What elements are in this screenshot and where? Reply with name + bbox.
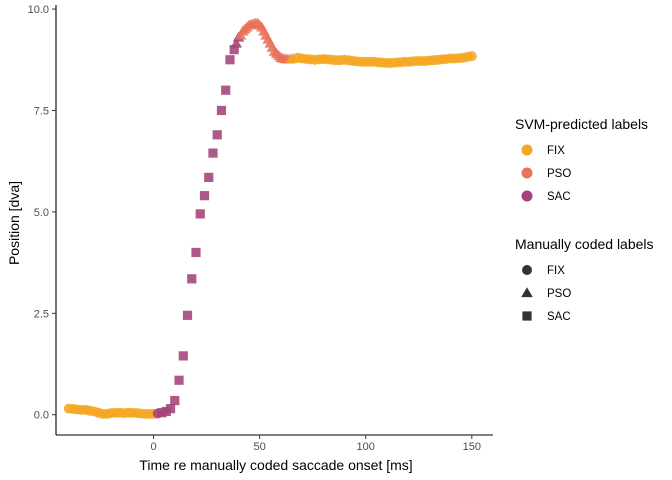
data-point [216, 105, 227, 116]
legend-key [522, 265, 532, 275]
data-point [178, 351, 188, 361]
data-point [195, 209, 205, 219]
data-point [225, 55, 235, 65]
legend-item-label: SAC [547, 311, 571, 323]
data-point [466, 51, 477, 62]
legend-item-label: FIX [547, 145, 565, 157]
legend-key [521, 190, 533, 202]
legend-title: SVM-predicted labels [515, 116, 648, 132]
legend-key [521, 167, 533, 179]
x-tick-label: 100 [357, 441, 375, 453]
data-point [174, 375, 184, 385]
x-tick-label: 50 [254, 441, 266, 453]
y-tick-label: 0.0 [34, 410, 49, 422]
data-point [170, 395, 180, 406]
data-point [187, 274, 197, 284]
data-point [229, 45, 239, 55]
x-axis-ticks: 0 50 100 150 [151, 435, 481, 453]
data-point [208, 148, 218, 158]
legend-item-label: FIX [547, 265, 565, 277]
data-points [63, 17, 477, 419]
data-point [221, 85, 231, 95]
y-tick-label: 2.5 [34, 308, 49, 320]
data-point [212, 130, 222, 140]
legend-manually-coded: Manually coded labels FIX PSO SAC [515, 236, 654, 323]
legend-item-label: SAC [547, 191, 571, 203]
data-point [191, 247, 201, 258]
legend-title: Manually coded labels [515, 236, 654, 252]
y-tick-label: 5.0 [34, 207, 49, 219]
data-point [165, 404, 176, 414]
legend-svm-predicted: SVM-predicted labels FIX PSO SAC [515, 116, 648, 203]
y-tick-label: 7.5 [34, 105, 49, 117]
data-point [199, 191, 210, 201]
data-point [182, 310, 193, 320]
legend-key [521, 144, 533, 156]
y-tick-label: 10.0 [28, 4, 49, 16]
y-axis-title: Position [dva] [6, 181, 22, 265]
x-axis-title: Time re manually coded saccade onset [ms… [139, 457, 412, 473]
x-tick-label: 0 [151, 441, 157, 453]
legend-item-label: PSO [547, 168, 571, 180]
legend-item-label: PSO [547, 288, 571, 300]
axes: 0 50 100 150 0.0 2.5 5.0 7.5 10.0 [28, 4, 493, 453]
x-tick-label: 150 [463, 441, 481, 453]
y-axis-ticks: 0.0 2.5 5.0 7.5 10.0 [28, 4, 56, 422]
data-point [204, 172, 214, 183]
legend-key [522, 311, 532, 321]
legend-key [521, 287, 533, 298]
data-point [230, 37, 243, 48]
